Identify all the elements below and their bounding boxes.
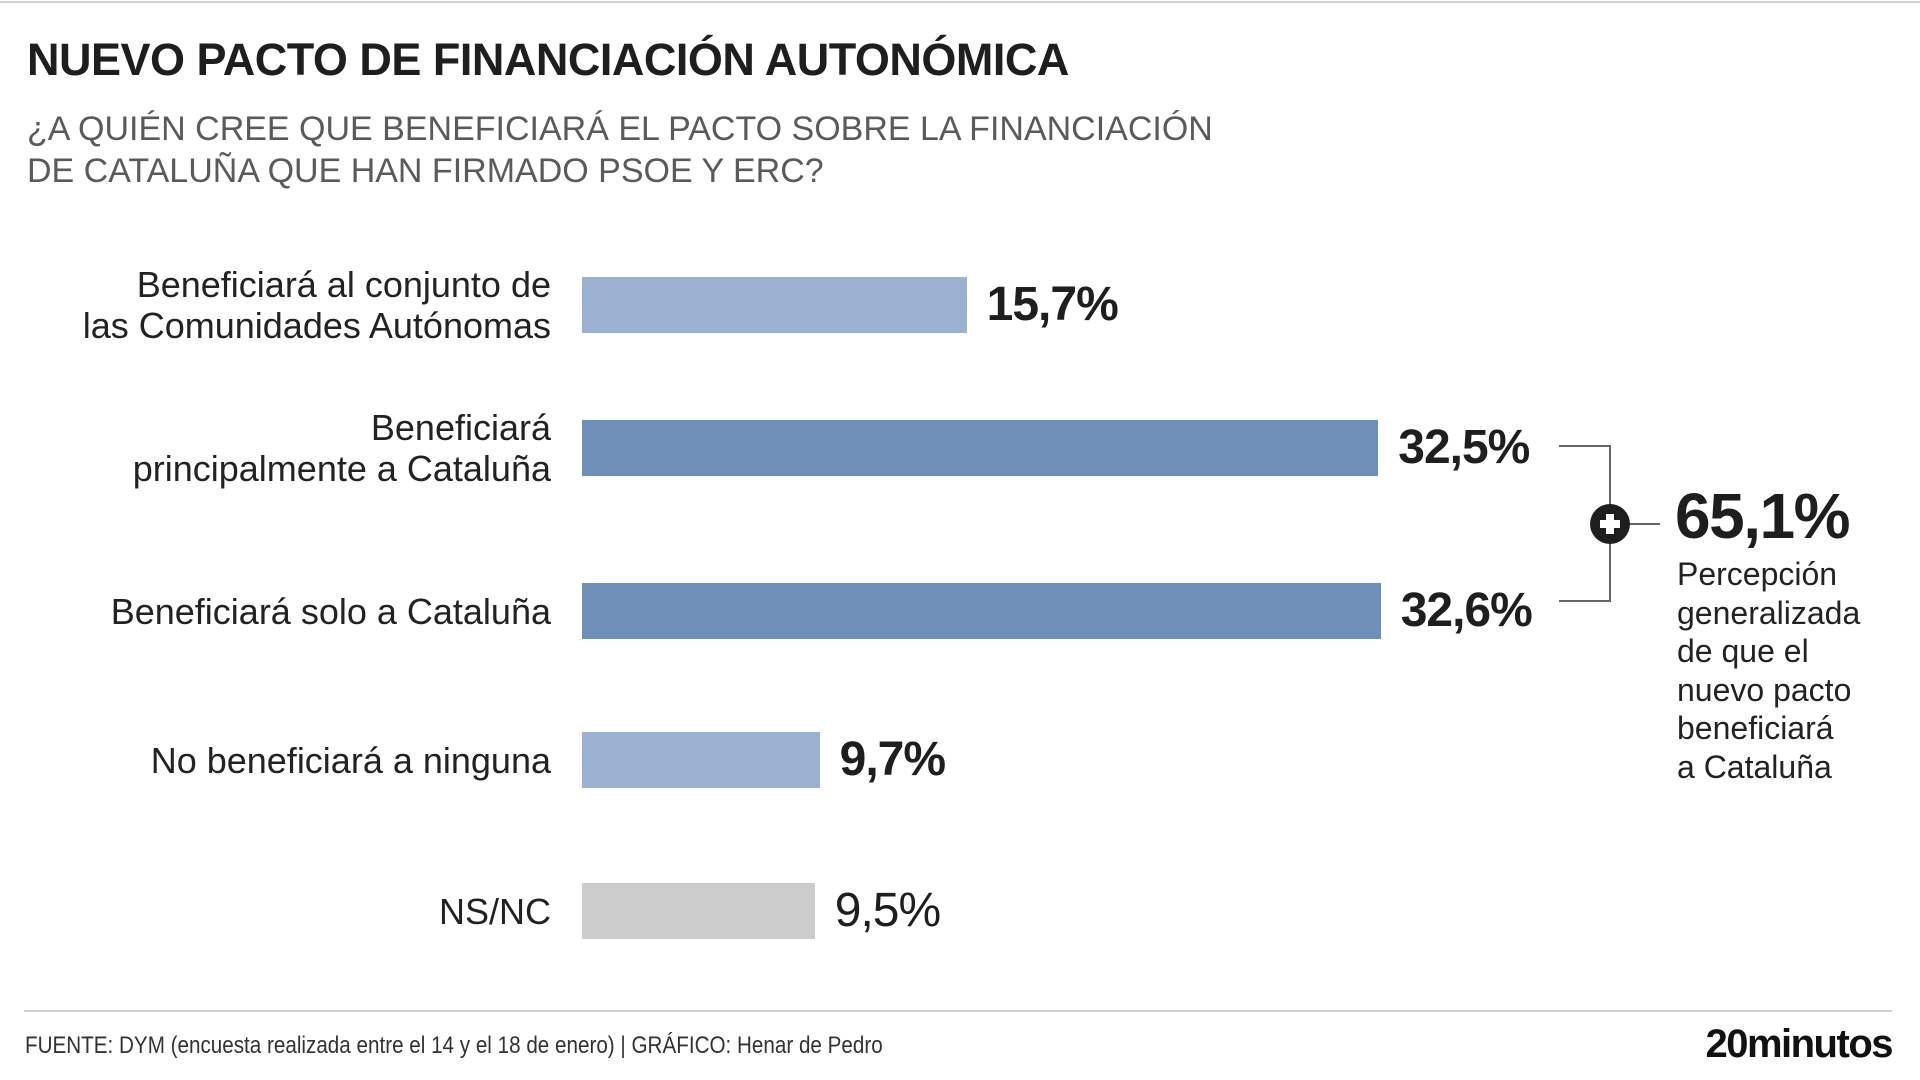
description-line: Percepción xyxy=(1677,556,1838,592)
brand-logo: 20minutos xyxy=(1705,1022,1893,1066)
value-label: 15,7% xyxy=(986,278,1119,331)
value-label: 9,7% xyxy=(839,733,946,786)
total-description: Percepción generalizada de que el nuevo pac… xyxy=(1677,555,1917,786)
category-label: Beneficiará solo a Cataluña xyxy=(111,591,551,632)
category-label-line: principalmente a Cataluña xyxy=(132,448,551,489)
category-label-line: las Comunidades Autónomas xyxy=(82,305,551,346)
category-label-line: No beneficiará a ninguna xyxy=(150,739,551,781)
bar xyxy=(582,732,820,788)
bar xyxy=(582,277,967,333)
chart-title: NUEVO PACTO DE FINANCIACIÓN AUTONÓMICA xyxy=(27,34,1069,85)
sum-bracket xyxy=(1559,445,1660,602)
bar xyxy=(582,420,1379,476)
plus-circle-icon xyxy=(1590,504,1630,544)
source-credit: FUENTE: DYM (encuesta realizada entre el… xyxy=(25,1032,883,1059)
category-label: NS/NC xyxy=(439,891,551,932)
category-label-line: Beneficiará solo a Cataluña xyxy=(110,590,551,632)
bar xyxy=(582,583,1381,639)
value-label: 32,5% xyxy=(1398,421,1530,474)
subtitle-line: DE CATALUÑA QUE HAN FIRMADO PSOE Y ERC? xyxy=(27,152,824,190)
total-value: 65,1% xyxy=(1675,480,1850,552)
top-divider xyxy=(0,1,1920,3)
value-label: 9,5% xyxy=(834,884,941,937)
category-label-line: Beneficiará al conjunto de xyxy=(136,264,551,305)
category-label-line: NS/NC xyxy=(438,890,551,932)
bar xyxy=(582,883,815,939)
subtitle-line: ¿A QUIÉN CREE QUE BENEFICIARÁ EL PACTO S… xyxy=(27,110,1213,148)
category-label: Beneficiará al conjunto de las Comunidade… xyxy=(83,264,551,346)
category-label: Beneficiará principalmente a Cataluña xyxy=(133,407,551,489)
bottom-divider xyxy=(24,1010,1892,1012)
description-line: generalizada xyxy=(1677,594,1861,631)
chart-subtitle: ¿A QUIÉN CREE QUE BENEFICIARÁ EL PACTO S… xyxy=(27,108,1327,192)
description-line: de que el xyxy=(1677,633,1809,669)
description-line: a Cataluña xyxy=(1677,748,1832,785)
category-label: No beneficiará a ninguna xyxy=(151,740,551,781)
value-label: 32,6% xyxy=(1400,584,1533,637)
description-line: beneficiará xyxy=(1677,710,1834,746)
category-label-line: Beneficiará xyxy=(370,407,551,448)
description-line: nuevo pacto xyxy=(1677,671,1852,708)
